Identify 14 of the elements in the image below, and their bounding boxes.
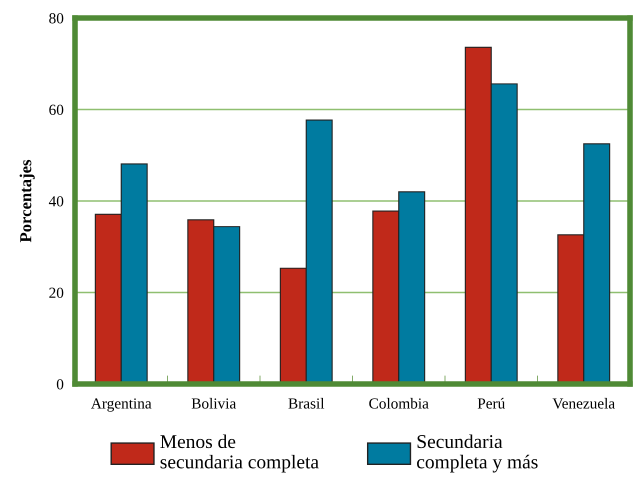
y-tick-label: 40	[48, 196, 64, 206]
y-tick-label: 80	[49, 13, 64, 24]
y-tick-label: 0	[56, 379, 64, 390]
x-tick-label: Venezuela	[552, 398, 615, 409]
x-tick-label: Brasil	[288, 398, 324, 409]
y-axis-title: Porcentajes	[20, 160, 35, 242]
x-tick-label: Perú	[478, 398, 505, 409]
y-tick-label: 20	[49, 288, 64, 298]
x-tick-label: Argentina	[90, 398, 152, 412]
x-tick-label: Colombia	[369, 398, 429, 409]
legend-label: Secundaria completa y más	[417, 434, 538, 472]
legend-label: Menos de secundaria completa	[160, 434, 319, 472]
x-tick-label: Bolivia	[192, 398, 236, 409]
y-tick-label: 60	[49, 104, 64, 115]
